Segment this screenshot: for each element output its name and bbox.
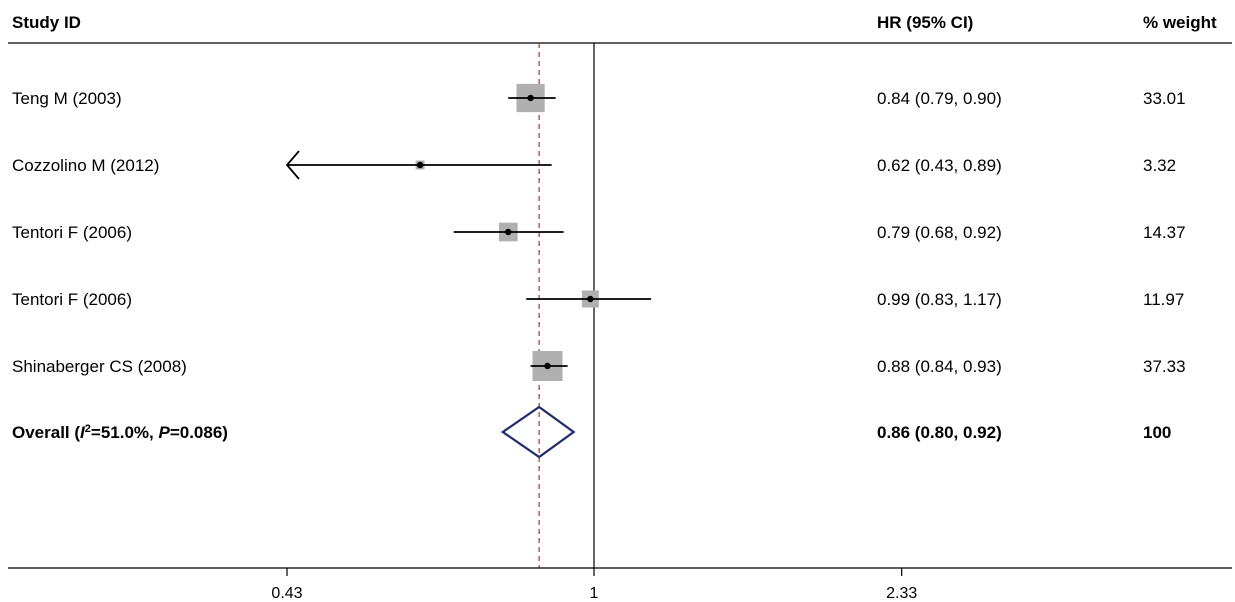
point-estimate (505, 228, 512, 236)
study-row: Teng M (2003) 0.84 (0.79, 0.90) 33.01 (12, 83, 1186, 113)
hr-ci-value: 0.84 (0.79, 0.90) (877, 89, 1002, 108)
study-row: Shinaberger CS (2008) 0.88 (0.84, 0.93) 37… (12, 351, 1186, 381)
overall-label-part: I (80, 423, 86, 442)
study-label: Teng M (2003) (12, 89, 122, 108)
x-tick-label: 1 (590, 585, 599, 602)
overall-label: Overall (I2=51.0%, P=0.086) (12, 423, 228, 442)
x-tick-label: 0.43 (271, 585, 302, 602)
study-row: Tentori F (2006) 0.79 (0.68, 0.92) 14.37 (12, 222, 1186, 242)
study-label: Tentori F (2006) (12, 290, 132, 309)
overall-diamond (500, 405, 576, 459)
study-row: Tentori F (2006) 0.99 (0.83, 1.17) 11.97 (12, 290, 1184, 309)
hr-ci-value: 0.99 (0.83, 1.17) (877, 290, 1002, 309)
weight-value: 11.97 (1143, 290, 1184, 309)
overall-label-part: =0.086) (170, 423, 228, 442)
weight-value: 3.32 (1143, 156, 1176, 175)
point-estimate (527, 94, 534, 102)
study-row: Cozzolino M (2012) 0.62 (0.43, 0.89) 3.32 (12, 150, 1176, 180)
point-estimate (416, 161, 424, 169)
hr-ci-value: 0.79 (0.68, 0.92) (877, 223, 1002, 242)
x-axis-ticks: 0.43 1 2.33 (271, 568, 917, 602)
overall-weight-value: 100 (1143, 423, 1171, 442)
overall-hr-ci-value: 0.86 (0.80, 0.92) (877, 423, 1002, 442)
study-label: Shinaberger CS (2008) (12, 357, 187, 376)
study-label: Tentori F (2006) (12, 223, 132, 242)
x-tick-label: 2.33 (886, 585, 917, 602)
overall-row: Overall (I2=51.0%, P=0.086) 0.86 (0.80, 0… (12, 405, 1171, 459)
overall-label-part: =51.0%, (91, 423, 159, 442)
weight-value: 33.01 (1143, 89, 1186, 108)
hr-ci-value: 0.62 (0.43, 0.89) (877, 156, 1002, 175)
study-label: Cozzolino M (2012) (12, 156, 159, 175)
study-rows: Teng M (2003) 0.84 (0.79, 0.90) 33.01 Cozzo… (12, 83, 1186, 381)
weight-value: 37.33 (1143, 357, 1186, 376)
point-estimate (587, 295, 594, 303)
overall-label-part: P (158, 423, 170, 442)
overall-label-part: Overall ( (12, 423, 80, 442)
weight-value: 14.37 (1143, 223, 1186, 242)
overall-label-part: 2 (85, 423, 91, 435)
point-estimate (544, 362, 551, 370)
hr-ci-value: 0.88 (0.84, 0.93) (877, 357, 1002, 376)
header-hr-ci: HR (95% CI) (877, 13, 973, 32)
header-weight: % weight (1143, 13, 1217, 32)
ci-arrow (285, 150, 300, 180)
header-study-id: Study ID (12, 13, 81, 32)
